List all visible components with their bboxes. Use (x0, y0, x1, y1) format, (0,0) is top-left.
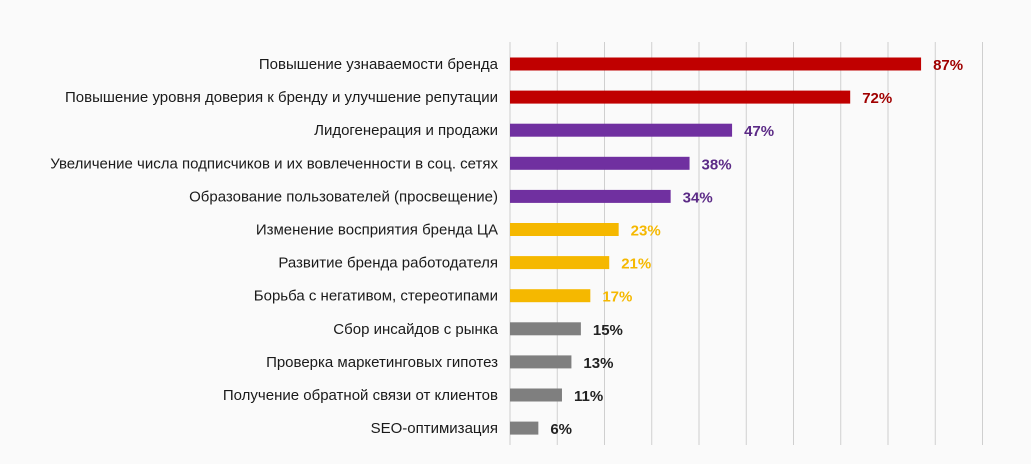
value-label-12: 6% (550, 421, 572, 438)
bar-layer (510, 57, 922, 435)
category-label-5: Образование пользователей (просвещение) (189, 188, 498, 205)
value-label-1: 87% (933, 57, 963, 74)
value-label-layer: 87% 72% 47% 38% 34% 23% 21% 17% 15% 13% 11%6% (550, 57, 963, 438)
bar-3 (510, 123, 733, 137)
bar-9 (510, 322, 581, 336)
value-label-2: 72% (862, 90, 892, 107)
category-label-12: SEO-оптимизация (371, 420, 498, 437)
category-label-9: Сбор инсайдов с рынка (333, 321, 498, 338)
category-label-3: Лидогенерация и продажи (314, 122, 498, 139)
bar-12 (510, 421, 539, 435)
category-label-11: Получение обратной связи от клиентов (223, 387, 498, 404)
bar-6 (510, 223, 619, 236)
value-label-7: 21% (621, 256, 651, 273)
bar-7 (510, 256, 610, 270)
value-label-9: 15% (593, 322, 623, 339)
category-label-8: Борьба с негативом, стереотипами (254, 288, 498, 305)
value-label-3: 47% (744, 123, 774, 140)
bar-1 (510, 57, 922, 71)
bar-5 (510, 189, 671, 203)
category-label-layer: Повышение узнаваемости бренда Повышение у… (50, 56, 498, 437)
category-label-10: Проверка маркетинговых гипотез (266, 354, 498, 371)
category-label-2: Повышение уровня доверия к бренду и улуч… (65, 89, 498, 106)
category-label-1: Повышение узнаваемости бренда (259, 56, 499, 73)
value-label-6: 23% (631, 223, 661, 240)
bar-4 (510, 156, 690, 170)
value-label-5: 34% (683, 189, 713, 206)
value-label-10: 13% (583, 355, 613, 372)
bar-2 (510, 90, 851, 104)
category-label-7: Развитие бренда работодателя (278, 255, 498, 272)
value-label-4: 38% (702, 156, 732, 173)
category-label-6: Изменение восприятия бренда ЦА (256, 222, 498, 239)
grid-layer (509, 42, 983, 445)
bar-8 (510, 289, 591, 303)
category-label-4: Увеличение числа подписчиков и их вовлеч… (50, 155, 498, 172)
value-label-8: 17% (602, 289, 632, 306)
bar-10 (510, 355, 572, 369)
value-label-11: 11% (574, 388, 603, 405)
bar-11 (510, 388, 562, 402)
